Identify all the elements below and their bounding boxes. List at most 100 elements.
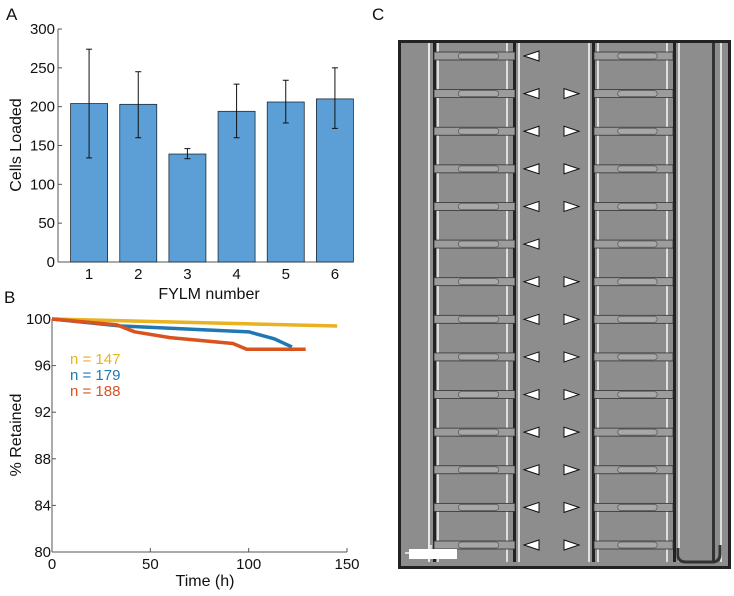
channel-wall bbox=[673, 43, 676, 562]
x-tick-label: 0 bbox=[48, 556, 56, 573]
y-axis-label: Cells Loaded bbox=[8, 98, 25, 191]
channel-wall bbox=[597, 43, 599, 562]
cell bbox=[457, 203, 500, 210]
channel-wall bbox=[433, 43, 436, 562]
cell bbox=[457, 127, 500, 135]
channel-wall bbox=[678, 43, 680, 562]
cell bbox=[457, 315, 500, 323]
left-arrow-marker bbox=[522, 388, 540, 401]
line-chart-retained: % Retained Time (h) 80 84 88 92 96 100 0 50 100 1… bbox=[8, 311, 360, 590]
y-tick-label: 150 bbox=[30, 138, 55, 155]
channel-wall bbox=[506, 43, 508, 562]
y-tick-label: 84 bbox=[34, 497, 51, 514]
y-tick-label: 88 bbox=[34, 451, 51, 468]
cell bbox=[617, 541, 658, 549]
channel-wall bbox=[720, 43, 722, 562]
series-line bbox=[51, 317, 306, 352]
y-tick-label: 200 bbox=[30, 99, 55, 116]
legend-entry: n = 179 bbox=[70, 367, 120, 384]
left-arrow-marker bbox=[522, 50, 540, 62]
cell bbox=[617, 466, 658, 474]
left-arrow-marker bbox=[522, 200, 540, 213]
right-arrow-marker bbox=[563, 313, 581, 326]
cell bbox=[457, 165, 500, 173]
series-line bbox=[51, 317, 338, 328]
y-tick-label: 96 bbox=[34, 358, 51, 375]
channel-wall bbox=[437, 43, 439, 562]
channel-wall bbox=[513, 43, 516, 562]
y-tick-label: 80 bbox=[34, 544, 51, 561]
micrograph-image bbox=[398, 40, 731, 569]
x-tick-label: 4 bbox=[232, 266, 240, 283]
x-tick-label: 2 bbox=[134, 266, 142, 283]
right-arrow-marker bbox=[563, 125, 581, 137]
y-axis-label: % Retained bbox=[8, 394, 25, 477]
left-arrow-marker bbox=[522, 275, 540, 288]
right-arrow-marker bbox=[563, 275, 581, 288]
cell bbox=[617, 90, 658, 97]
cell bbox=[617, 315, 658, 323]
right-arrow-marker bbox=[563, 163, 581, 175]
y-tick-label: 92 bbox=[34, 404, 51, 421]
cell bbox=[457, 504, 500, 511]
cell bbox=[457, 90, 500, 97]
panel-label-c: C bbox=[372, 5, 384, 24]
right-arrow-marker bbox=[563, 87, 581, 100]
cell bbox=[457, 278, 500, 286]
bar bbox=[168, 153, 207, 263]
cell bbox=[617, 504, 658, 511]
x-axis-label: FYLM number bbox=[158, 286, 260, 303]
channel-wall bbox=[428, 43, 430, 562]
x-tick-label: 6 bbox=[331, 266, 339, 283]
cell bbox=[617, 240, 658, 248]
x-tick-label: 3 bbox=[183, 266, 191, 283]
left-arrow-marker bbox=[522, 313, 540, 326]
channel-bend bbox=[676, 545, 722, 564]
left-arrow-marker bbox=[522, 351, 540, 363]
right-arrow-marker bbox=[563, 426, 581, 438]
channel-wall bbox=[518, 43, 520, 562]
cell bbox=[617, 428, 658, 436]
right-arrow-marker bbox=[563, 200, 581, 213]
y-tick-label: 300 bbox=[30, 21, 55, 38]
channel-wall bbox=[588, 43, 590, 562]
cell bbox=[457, 391, 500, 398]
right-arrow-marker bbox=[563, 501, 581, 514]
right-arrow-marker bbox=[563, 388, 581, 401]
left-arrow-marker bbox=[522, 87, 540, 100]
x-axis-label: Time (h) bbox=[176, 573, 235, 590]
x-tick-label: 150 bbox=[334, 556, 359, 573]
cell bbox=[457, 466, 500, 474]
cell bbox=[457, 428, 500, 436]
cell bbox=[617, 127, 658, 135]
cell bbox=[617, 278, 658, 286]
left-arrow-marker bbox=[522, 426, 540, 438]
y-tick-label: 250 bbox=[30, 60, 55, 77]
y-tick-label: 0 bbox=[47, 254, 55, 271]
cell bbox=[457, 541, 500, 549]
right-arrow-marker bbox=[563, 351, 581, 363]
y-tick-label: 100 bbox=[30, 176, 55, 193]
y-tick-label: 100 bbox=[26, 311, 51, 328]
x-tick-label: 100 bbox=[236, 556, 261, 573]
legend-entry: n = 188 bbox=[70, 383, 120, 400]
cell bbox=[457, 240, 500, 248]
cell bbox=[457, 52, 500, 60]
cell bbox=[617, 203, 658, 210]
cell bbox=[617, 391, 658, 398]
bar bbox=[266, 101, 305, 263]
cell bbox=[457, 353, 500, 361]
bar-chart-cells-loaded: Cells Loaded FYLM number 0 50 100 150 200 250… bbox=[8, 21, 354, 303]
left-arrow-marker bbox=[522, 163, 540, 175]
x-tick-label: 1 bbox=[85, 266, 93, 283]
x-tick-label: 50 bbox=[142, 556, 159, 573]
cell bbox=[617, 165, 658, 173]
panel-label-b: B bbox=[4, 288, 15, 307]
legend-entry: n = 147 bbox=[70, 351, 120, 368]
left-arrow-marker bbox=[522, 539, 540, 551]
channel-wall bbox=[712, 43, 715, 562]
left-arrow-marker bbox=[522, 501, 540, 514]
panel-label-a: A bbox=[6, 5, 18, 24]
scale-bar bbox=[409, 549, 457, 559]
